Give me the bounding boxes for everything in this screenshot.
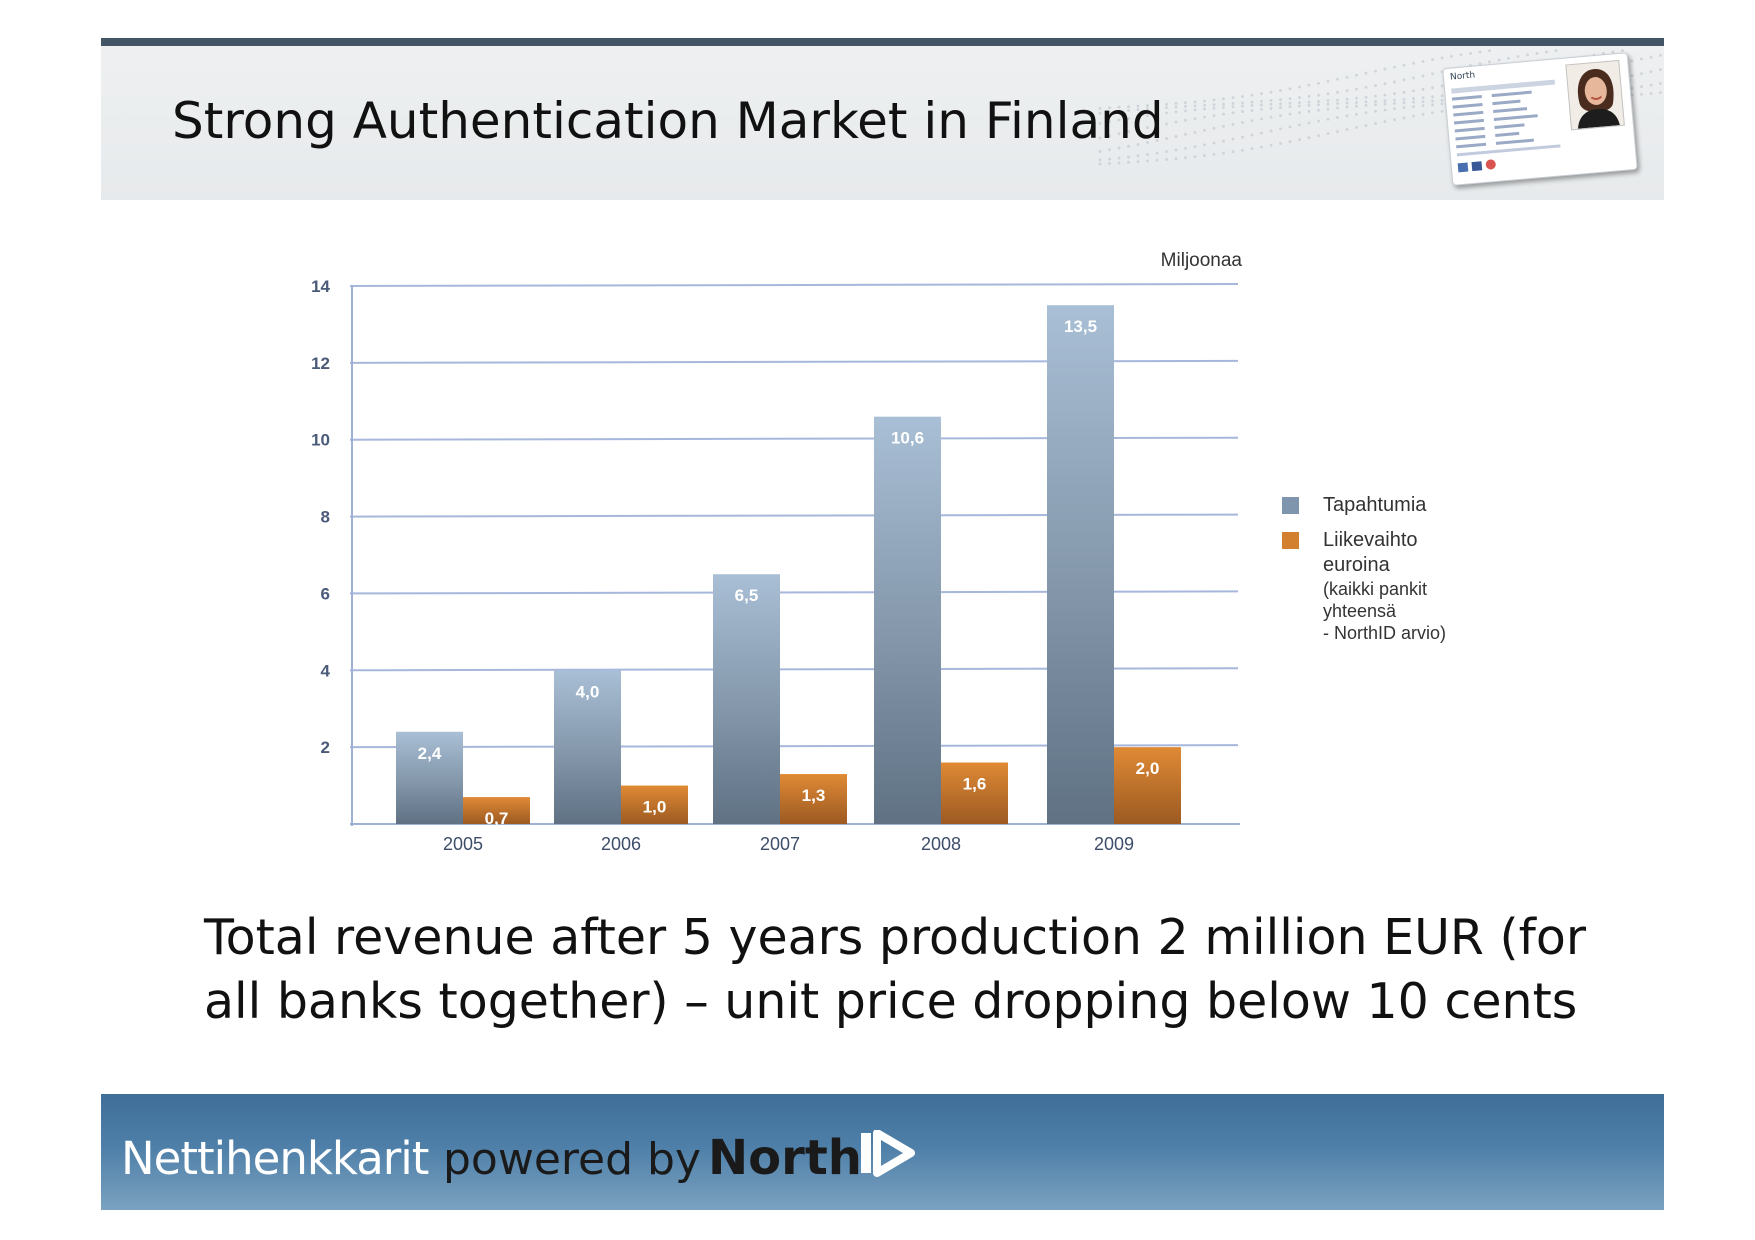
slide-title: Strong Authentication Market in Finland <box>172 92 1164 150</box>
bar-tapahtumia <box>554 670 621 824</box>
footer-brand: Nettihenkkarit <box>121 1132 429 1185</box>
bar-value-label: 0,7 <box>485 809 509 828</box>
legend-label: Tapahtumia <box>1323 494 1427 516</box>
slide-caption: Total revenue after 5 years production 2… <box>204 909 1587 1030</box>
legend-label-line: (kaikki pankit <box>1323 579 1428 599</box>
legend-swatch-blue <box>1282 497 1299 514</box>
id-play-mark-icon <box>861 1130 915 1177</box>
footer-band: Nettihenkkarit powered by North <box>101 1094 1664 1210</box>
footer-powered-by: powered by <box>443 1134 701 1185</box>
bar-liikevaihto <box>780 774 847 824</box>
bars: 2,4 0,7 4,0 1,0 6,5 1,3 10,6 1,6 13,5 2,0 <box>396 305 1181 828</box>
x-tick-label: 2009 <box>1094 834 1134 854</box>
y-tick-label: 6 <box>321 584 330 603</box>
bar-value-label: 10,6 <box>891 429 924 448</box>
y-tick-label: 8 <box>321 508 330 527</box>
y-tick-label: 14 <box>311 277 330 296</box>
bar-tapahtumia <box>874 416 941 824</box>
id-card-text-lines <box>1451 79 1561 173</box>
header-rule <box>101 38 1664 46</box>
bar-liikevaihto <box>463 797 530 824</box>
bar-tapahtumia <box>713 574 780 824</box>
bar-liikevaihto <box>941 762 1008 824</box>
y-tick-labels: 2 4 6 8 10 12 14 <box>311 277 330 757</box>
legend-label-line: yhteensä <box>1323 601 1397 621</box>
y-tick-label: 4 <box>321 661 331 680</box>
bar-value-label: 6,5 <box>735 586 759 605</box>
x-tick-labels: 2005 2006 2007 2008 2009 <box>443 834 1134 854</box>
bar-value-label: 1,3 <box>802 786 826 805</box>
bar-liikevaihto <box>1114 747 1181 824</box>
grid-line <box>349 283 1239 287</box>
bar-liikevaihto <box>621 785 688 824</box>
bar-value-label: 13,5 <box>1064 317 1097 336</box>
footer-logo-text: North <box>708 1130 862 1186</box>
x-tick-label: 2005 <box>443 834 483 854</box>
bar-value-label: 2,4 <box>418 744 442 763</box>
legend-swatch-orange <box>1282 532 1299 549</box>
x-tick-label: 2006 <box>601 834 641 854</box>
id-card-image: North <box>1442 52 1638 186</box>
y-tick-label: 2 <box>321 738 330 757</box>
bar-tapahtumia <box>396 731 463 824</box>
bar-tapahtumia <box>1047 305 1114 824</box>
legend-label-line: - NorthID arvio) <box>1323 623 1447 643</box>
bar-value-label: 1,0 <box>643 798 667 817</box>
legend-label-line: euroina <box>1323 554 1390 576</box>
legend-label-line: Liikevaihto <box>1323 529 1418 551</box>
unit-label: Miljoonaa <box>1161 250 1243 271</box>
bar-value-label: 2,0 <box>1136 759 1160 778</box>
person-photo-icon <box>1565 59 1625 131</box>
y-tick-label: 10 <box>311 431 330 450</box>
x-tick-label: 2008 <box>921 834 961 854</box>
bar-value-label: 4,0 <box>576 682 600 701</box>
bar-value-label: 1,6 <box>963 775 987 794</box>
x-tick-label: 2007 <box>760 834 800 854</box>
y-tick-label: 12 <box>311 354 330 373</box>
